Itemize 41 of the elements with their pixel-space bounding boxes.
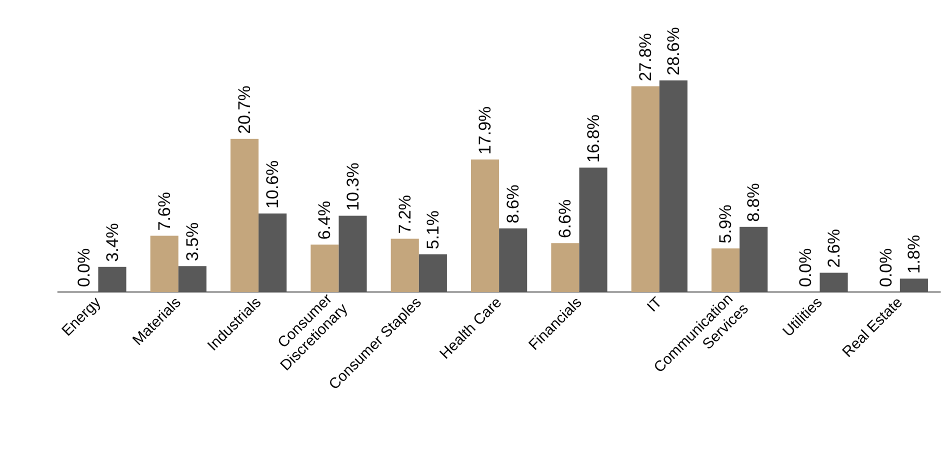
data-label: 3.4%	[102, 223, 122, 262]
data-label: 7.6%	[154, 192, 174, 231]
bar	[900, 278, 928, 292]
data-label: 27.8%	[636, 33, 655, 82]
data-label: 8.6%	[504, 184, 523, 224]
data-label: 20.7%	[235, 86, 254, 134]
data-label: 6.6%	[556, 199, 575, 238]
data-label: 0.0%	[796, 248, 816, 287]
data-label: 10.3%	[343, 162, 362, 211]
data-label: 5.1%	[423, 210, 442, 250]
data-label: 5.9%	[716, 204, 736, 244]
bar	[579, 168, 608, 292]
bar	[740, 226, 768, 292]
bar	[258, 214, 287, 292]
bar	[230, 138, 259, 292]
bar	[820, 272, 848, 292]
bar	[712, 248, 740, 292]
bar	[310, 244, 339, 292]
bar	[150, 236, 178, 292]
data-label: 16.8%	[584, 114, 603, 163]
bar	[499, 228, 528, 292]
bar	[338, 216, 367, 292]
bar	[178, 266, 206, 292]
data-label: 0.0%	[876, 248, 896, 287]
data-label: 28.6%	[664, 27, 683, 76]
data-label: 17.9%	[476, 106, 495, 155]
bar	[659, 80, 688, 292]
bar	[98, 266, 126, 292]
bar	[631, 86, 660, 292]
data-label: 3.5%	[182, 222, 202, 262]
data-label: 7.2%	[395, 194, 414, 234]
data-label: 6.4%	[315, 200, 334, 240]
bar	[551, 243, 580, 292]
bar	[418, 254, 447, 292]
data-label: 2.6%	[824, 229, 844, 268]
data-label: 1.8%	[904, 234, 924, 274]
data-label: 0.0%	[74, 248, 94, 287]
bar	[471, 160, 500, 292]
bar	[390, 238, 419, 292]
data-label: 10.6%	[263, 160, 282, 209]
data-label: 8.8%	[744, 183, 764, 222]
